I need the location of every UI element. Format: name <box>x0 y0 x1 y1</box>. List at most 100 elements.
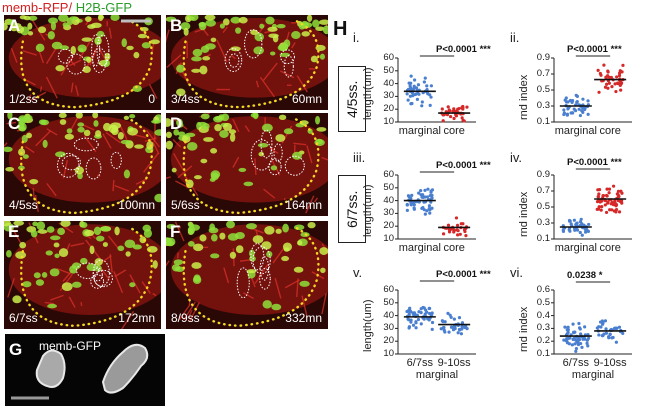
data-point <box>425 195 430 199</box>
data-point <box>456 331 460 335</box>
y-tick-label: 0.3 <box>536 217 550 228</box>
y-tick-label: 0.5 <box>536 84 550 95</box>
data-point <box>449 114 453 119</box>
data-point <box>597 205 601 209</box>
data-point <box>597 90 601 94</box>
data-point <box>604 210 609 215</box>
y-tick-label: 0.6 <box>536 284 550 295</box>
data-point <box>616 189 621 193</box>
data-point <box>441 113 445 117</box>
data-point <box>562 338 566 342</box>
data-point <box>425 88 429 92</box>
p-value-label: P<0.0001 *** <box>436 160 491 171</box>
y-tick-label: 10 <box>383 348 394 359</box>
y-tick-label: 0.3 <box>536 322 550 334</box>
x-group-label: marginal <box>415 369 459 381</box>
data-point <box>430 196 434 200</box>
y-tick-label: 20 <box>383 103 394 115</box>
chart-index-label: iii. <box>353 150 366 165</box>
data-point <box>577 326 582 330</box>
data-point <box>452 230 456 234</box>
data-point <box>568 229 572 233</box>
data-point <box>613 82 617 86</box>
data-point <box>601 194 606 198</box>
data-point <box>619 82 623 86</box>
data-point <box>458 232 462 236</box>
data-point <box>440 107 444 111</box>
data-point <box>614 89 618 94</box>
data-point <box>580 106 585 110</box>
y-tick-label: 0.1 <box>536 116 550 127</box>
panel-stage-label: 8/9ss <box>171 311 200 325</box>
data-point <box>465 105 469 109</box>
y-tick-label: 50 <box>383 181 394 193</box>
y-tick-label: 30 <box>383 322 394 334</box>
y-tick-label: 50 <box>383 296 394 308</box>
chart-index-label: i. <box>353 30 360 45</box>
y-tick-label: 20 <box>383 220 394 232</box>
data-point <box>599 208 603 212</box>
data-point <box>419 322 423 326</box>
data-point <box>417 92 421 96</box>
data-point <box>430 193 434 198</box>
data-point <box>581 97 585 101</box>
data-point <box>406 87 411 91</box>
data-point <box>446 105 450 109</box>
data-point <box>425 84 429 88</box>
panel-g-letter: G <box>9 340 23 359</box>
panel-letter: F <box>170 222 181 241</box>
y-tick-label: 0.7 <box>536 68 550 79</box>
y-tick-label: 40 <box>383 194 394 206</box>
data-point <box>412 78 417 82</box>
data-point <box>460 116 464 120</box>
data-point <box>446 223 451 227</box>
data-point <box>429 189 433 193</box>
data-point <box>565 331 570 336</box>
data-point <box>428 93 432 97</box>
data-point <box>423 76 427 80</box>
data-point <box>578 230 582 235</box>
data-point <box>427 306 431 311</box>
panel-d: D 5/6ss 164mn <box>166 113 328 216</box>
data-point <box>411 93 415 98</box>
data-point <box>567 342 571 346</box>
chart-index-label: iv. <box>510 150 523 165</box>
data-point <box>569 222 573 226</box>
data-point <box>596 68 600 72</box>
data-point <box>411 312 415 316</box>
data-point <box>586 344 590 348</box>
data-point <box>563 98 567 102</box>
panel-g-cells <box>11 343 149 400</box>
data-point <box>423 188 427 192</box>
data-point <box>452 107 456 111</box>
x-category-label: 6/7ss <box>406 357 433 369</box>
data-point <box>562 111 567 115</box>
data-point <box>421 205 425 210</box>
data-point <box>614 340 618 344</box>
data-point <box>420 100 424 104</box>
y-tick-label: 0.2 <box>536 335 550 347</box>
data-point <box>453 327 457 331</box>
panel-letter: E <box>8 222 20 241</box>
data-point <box>454 216 459 220</box>
x-category-label: marginal <box>554 125 597 137</box>
data-point <box>408 84 412 88</box>
data-point <box>443 320 447 324</box>
x-category-label: 9-10ss <box>437 357 471 369</box>
data-point <box>603 203 607 207</box>
data-point <box>574 222 578 226</box>
data-point <box>611 184 616 188</box>
y-tick-label: 60 <box>383 52 394 63</box>
data-point <box>577 107 581 111</box>
data-point <box>606 70 610 74</box>
panel-time-label: 0 <box>148 92 155 106</box>
data-point <box>601 322 605 326</box>
data-point <box>615 75 619 79</box>
panel-a-image <box>4 15 161 109</box>
y-tick-label: 0.9 <box>536 169 550 180</box>
panel-time-label: 172mn <box>118 311 155 325</box>
panel-e: E 6/7ss 172mn <box>4 221 161 329</box>
